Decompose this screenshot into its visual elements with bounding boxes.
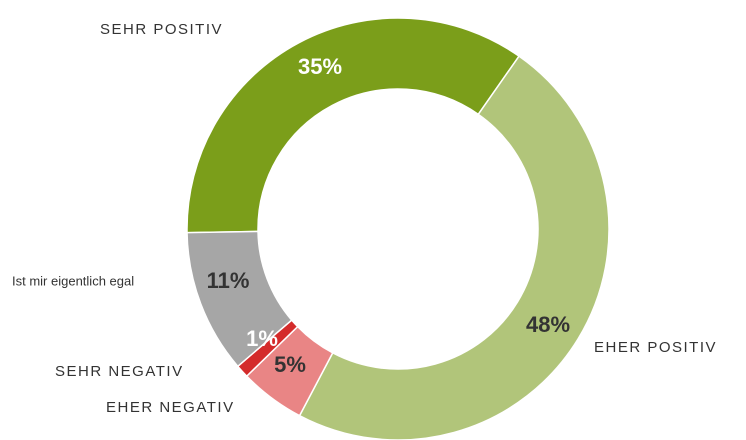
category-label: SEHR POSITIV [100, 21, 223, 38]
donut-slice [186, 230, 293, 368]
category-label: Ist mir eigentlich egal [12, 273, 134, 288]
value-label: 48% [526, 312, 570, 337]
value-label: 5% [274, 352, 306, 377]
donut-slice [298, 55, 610, 440]
category-label: EHER NEGATIV [106, 399, 235, 416]
value-label: 11% [207, 268, 250, 293]
category-label: SEHR NEGATIV [55, 363, 184, 380]
value-label: 1% [246, 326, 278, 351]
donut-slice [186, 17, 521, 234]
category-label: EHER POSITIV [594, 339, 717, 356]
value-label: 35% [298, 54, 342, 79]
